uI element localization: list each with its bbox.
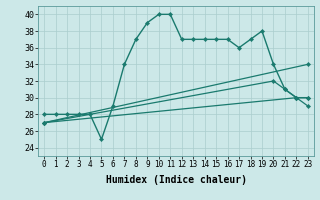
X-axis label: Humidex (Indice chaleur): Humidex (Indice chaleur)	[106, 175, 246, 185]
